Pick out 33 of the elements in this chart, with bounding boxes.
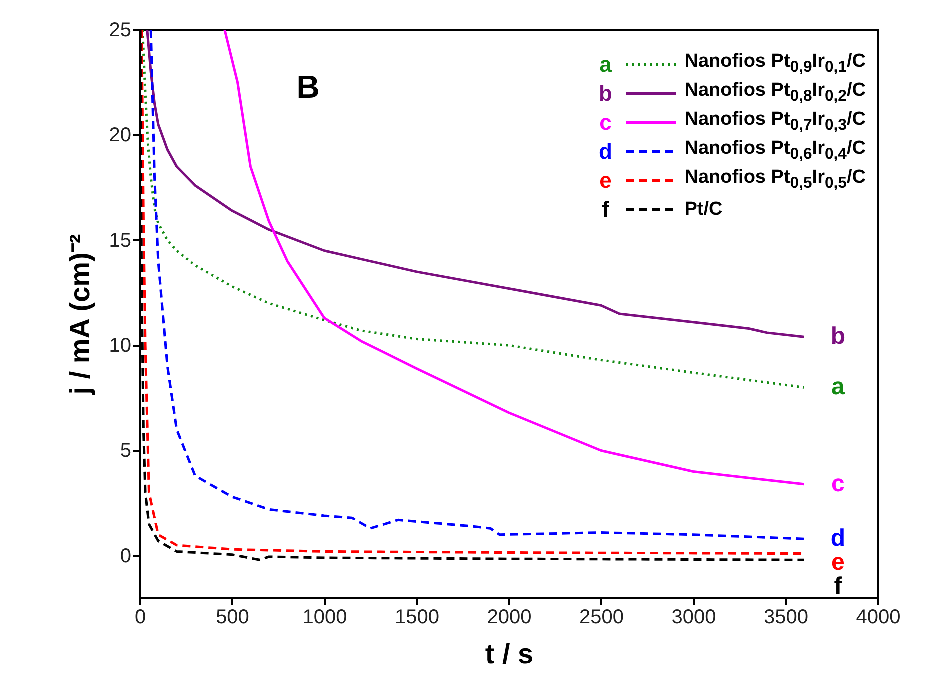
x-tick-label: 1500 — [395, 606, 440, 628]
legend-label: Pt/C — [684, 198, 723, 222]
y-tick-label: 20 — [109, 124, 132, 147]
y-tick-label: 0 — [120, 545, 132, 568]
text: c — [600, 110, 612, 134]
x-tick-label: 3500 — [764, 606, 808, 628]
legend-label: Nanofios Pt$_{0,6}$Ir$_{0,4}$/C — [684, 136, 866, 164]
x-tick-label: 500 — [216, 606, 250, 628]
text: a — [600, 52, 612, 76]
y-tick-label: 10 — [109, 335, 132, 358]
legend-label: Nanofios Pt$_{0,8}$Ir$_{0,2}$/C — [684, 78, 866, 106]
x-tick-label: 3000 — [672, 606, 716, 628]
y-axis-title: j / mA (cm)⁻² — [64, 234, 96, 396]
text: f — [602, 196, 610, 222]
annotation: b — [830, 323, 846, 350]
text: d — [598, 138, 612, 164]
legend-label: Nanofios Pt$_{0,9}$Ir$_{0,1}$/C — [684, 50, 866, 78]
legend-label: Nanofios Pt$_{0,7}$Ir$_{0,3}$/C — [684, 108, 866, 136]
annotation: a — [832, 374, 846, 401]
x-tick-label: 2000 — [487, 606, 532, 628]
legend-label: Nanofios Pt$_{0,5}$Ir$_{0,5}$/C — [684, 166, 866, 194]
text: B — [296, 69, 320, 105]
x-tick-label: 4000 — [856, 606, 901, 628]
y-tick-label: 5 — [120, 440, 132, 462]
annotation: c — [832, 470, 845, 498]
x-axis-title: t / s — [485, 638, 534, 670]
text: b — [598, 80, 612, 106]
x-tick-label: 2500 — [580, 606, 624, 628]
x-tick-label: 1000 — [302, 606, 348, 628]
y-tick-label: 15 — [109, 230, 132, 252]
x-tick-label: 0 — [134, 606, 146, 628]
text: e — [600, 168, 612, 192]
y-tick-label: 25 — [109, 20, 132, 42]
